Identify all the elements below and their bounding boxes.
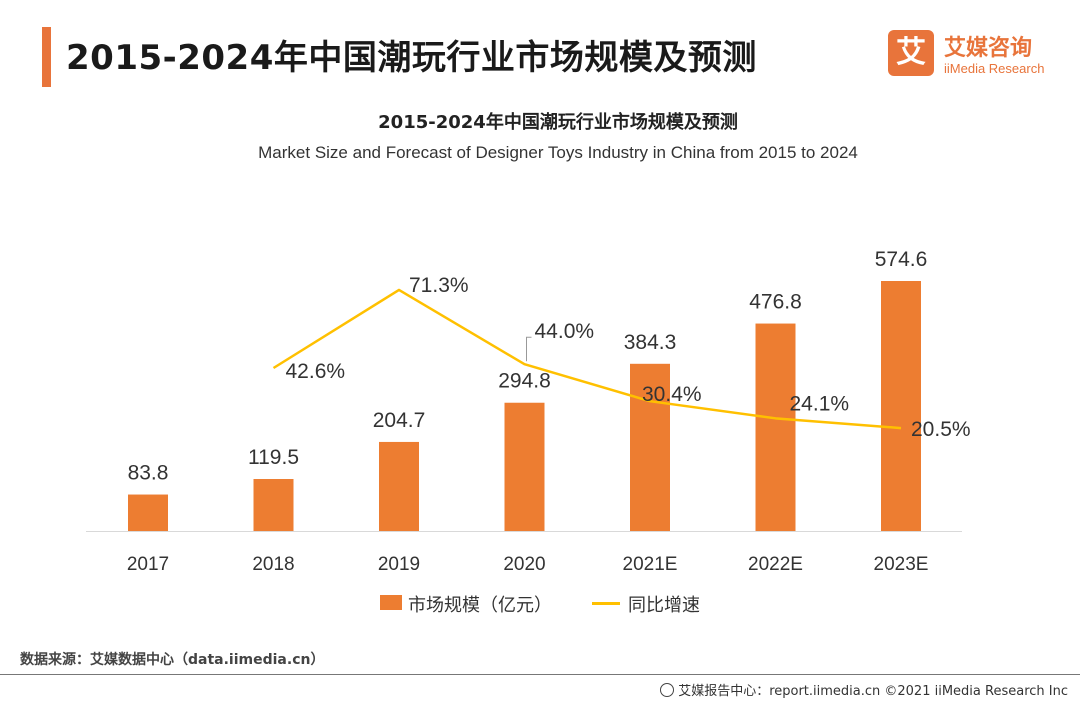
legend-label-growth: 同比增速 xyxy=(628,595,700,616)
chart-title: 2015-2024年中国潮玩行业市场规模及预测 xyxy=(378,112,738,133)
logo-text-cn: 艾媒咨询 xyxy=(944,36,1033,61)
bar-2019 xyxy=(379,441,419,531)
bar-2023E xyxy=(881,281,921,531)
bar-value-label-2017: 83.8 xyxy=(128,462,169,485)
footer-credit: 艾媒报告中心：report.iimedia.cn ©2021 iiMedia R… xyxy=(660,680,1068,699)
bar-value-label-2020: 294.8 xyxy=(498,370,551,393)
data-source: 数据来源：艾媒数据中心（data.iimedia.cn） xyxy=(20,652,325,668)
growth-label-2018: 42.6% xyxy=(286,360,346,383)
footer-divider xyxy=(0,674,1080,675)
globe-icon xyxy=(660,683,675,697)
legend-line-swatch xyxy=(592,602,620,605)
x-tick-label-2019: 2019 xyxy=(378,554,420,575)
x-tick-label-2020: 2020 xyxy=(503,554,545,575)
bar-2018 xyxy=(253,479,294,531)
x-tick-label-2022E: 2022E xyxy=(748,554,803,575)
iimedia-logo: 艾 艾媒咨询 iiMedia Research xyxy=(888,30,1068,80)
bar-2022E xyxy=(755,323,796,531)
leader-line-2020 xyxy=(526,336,532,362)
growth-label-2023E: 20.5% xyxy=(911,418,971,441)
logo-mark-icon: 艾 xyxy=(888,30,934,76)
footer-report-text: 艾媒报告中心：report.iimedia.cn ©2021 iiMedia R… xyxy=(678,684,1068,699)
bar-2017 xyxy=(128,494,168,531)
title-accent-bar xyxy=(42,27,51,87)
growth-label-2022E: 24.1% xyxy=(790,392,850,415)
bar-value-label-2023E: 574.6 xyxy=(875,248,928,271)
growth-label-2019: 71.3% xyxy=(409,274,469,297)
growth-label-2021E: 30.4% xyxy=(642,383,702,406)
bar-2020 xyxy=(504,402,545,531)
legend-label-market-size: 市场规模（亿元） xyxy=(408,595,552,616)
chart-subtitle: Market Size and Forecast of Designer Toy… xyxy=(258,143,858,162)
x-tick-label-2023E: 2023E xyxy=(874,554,929,575)
bar-value-label-2018: 119.5 xyxy=(248,446,299,469)
x-tick-label-2021E: 2021E xyxy=(623,554,678,575)
x-tick-label-2018: 2018 xyxy=(252,554,294,575)
logo-text-en: iiMedia Research xyxy=(944,61,1045,76)
legend-bar-swatch xyxy=(380,595,402,610)
growth-line xyxy=(272,288,902,430)
bar-value-label-2021E: 384.3 xyxy=(624,331,677,354)
bar-value-label-2019: 204.7 xyxy=(373,409,426,432)
page-title: 2015-2024年中国潮玩行业市场规模及预测 xyxy=(66,38,757,78)
growth-label-2020: 44.0% xyxy=(535,320,595,343)
bar-value-label-2022E: 476.8 xyxy=(749,291,802,314)
x-tick-label-2017: 2017 xyxy=(127,554,169,575)
bar-2021E xyxy=(630,363,670,531)
